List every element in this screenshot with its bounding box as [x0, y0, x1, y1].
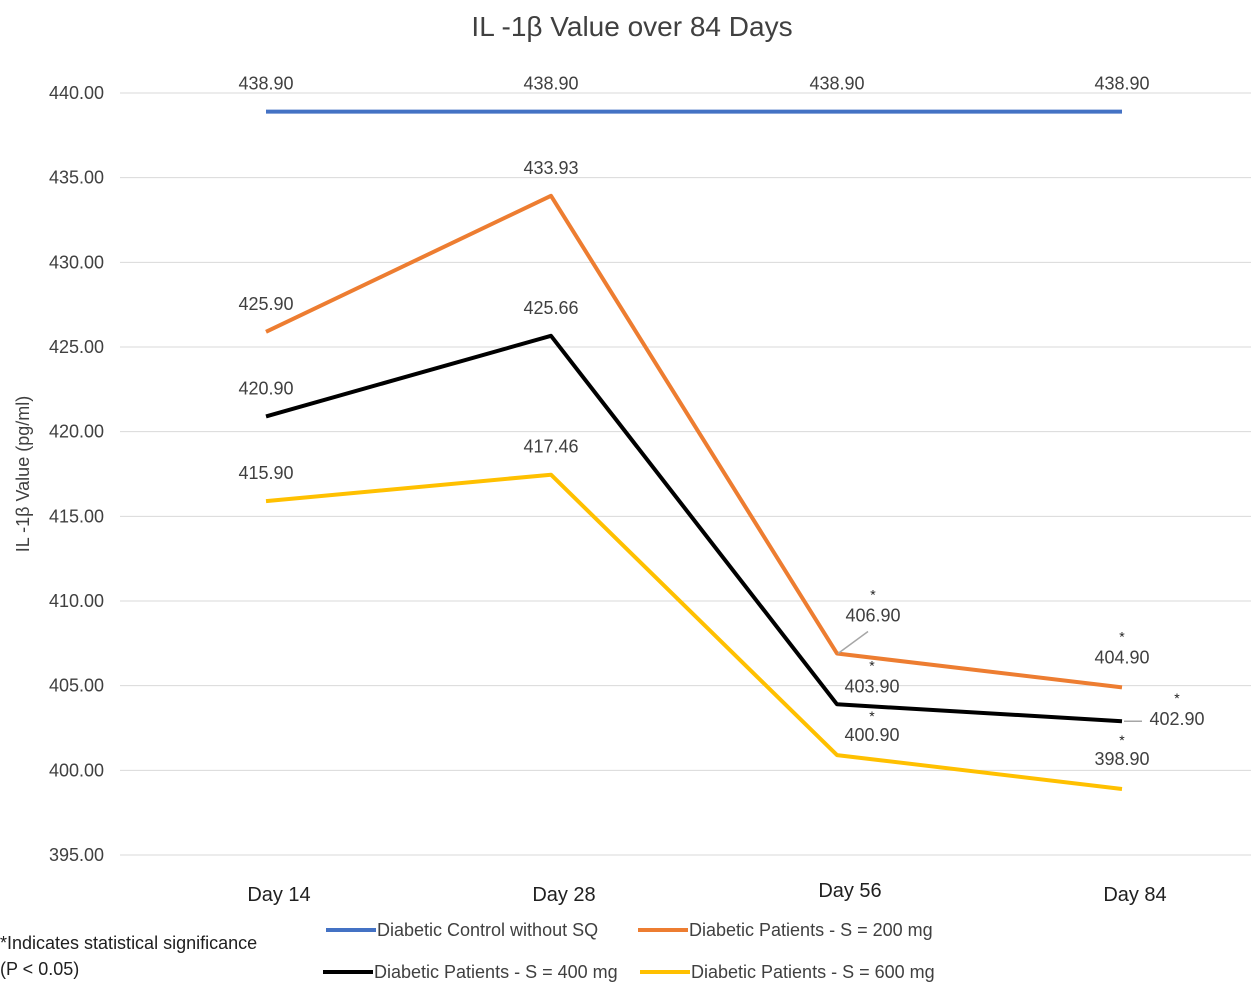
y-tick-label: 415.00: [49, 506, 104, 526]
x-tick-label: Day 28: [532, 884, 595, 906]
y-tick-label: 440.00: [49, 83, 104, 103]
x-tick-label: Day 84: [1103, 884, 1166, 906]
x-tick-label: Day 56: [818, 880, 881, 902]
y-tick-label: 395.00: [49, 845, 104, 865]
y-tick-label: 405.00: [49, 676, 104, 696]
data-label: 400.90: [844, 725, 899, 745]
data-label: 438.90: [809, 74, 864, 94]
data-label: 415.90: [238, 463, 293, 483]
data-label: 433.93: [523, 158, 578, 178]
data-label: 406.90: [845, 605, 900, 625]
data-label: 403.90: [844, 676, 899, 696]
data-label: 417.46: [523, 437, 578, 457]
y-tick-label: 420.00: [49, 422, 104, 442]
y-tick-label: 410.00: [49, 591, 104, 611]
data-label: 402.90: [1149, 709, 1204, 729]
y-tick-label: 400.00: [49, 760, 104, 780]
significance-marker: *: [1119, 732, 1125, 748]
data-label: 404.90: [1094, 647, 1149, 667]
y-tick-label: 435.00: [49, 168, 104, 188]
data-label: 420.90: [238, 378, 293, 398]
y-tick-label: 425.00: [49, 337, 104, 357]
data-labels: 438.90 438.90 438.90 438.90 425.90 433.93 406.…: [238, 74, 1204, 769]
legend-label: Diabetic Patients - S = 600 mg: [691, 962, 935, 982]
significance-marker: *: [869, 708, 875, 724]
significance-marker: *: [869, 657, 875, 673]
gridlines: [120, 92, 1251, 856]
y-tick-label: 430.00: [49, 252, 104, 272]
data-label: 425.90: [238, 294, 293, 314]
legend: Diabetic Control without SQ Diabetic Pati…: [323, 920, 935, 982]
y-axis-label: IL -1β Value (pg/ml): [13, 396, 33, 552]
significance-marker: *: [1174, 690, 1180, 706]
y-tick-labels: 395.00 400.00 405.00 410.00 415.00 420.00 425.…: [49, 83, 104, 865]
footnote-line-1: *Indicates statistical significance: [0, 933, 257, 953]
series-line: [265, 472, 1123, 791]
data-label: 425.66: [523, 298, 578, 318]
footnote-line-2: (P < 0.05): [0, 959, 79, 979]
chart-title: IL -1β Value over 84 Days: [471, 11, 792, 42]
data-label: 398.90: [1094, 749, 1149, 769]
data-label: 438.90: [238, 74, 293, 94]
x-tick-label: Day 14: [247, 884, 310, 906]
legend-label: Diabetic Control without SQ: [377, 920, 598, 940]
data-label: 438.90: [523, 74, 578, 94]
legend-label: Diabetic Patients - S = 400 mg: [374, 962, 618, 982]
x-tick-labels: Day 14 Day 28 Day 56 Day 84: [247, 880, 1166, 906]
series-line: [265, 333, 1123, 724]
data-label: 438.90: [1094, 74, 1149, 94]
significance-marker: *: [870, 586, 876, 602]
leader-line: [837, 630, 869, 655]
significance-marker: *: [1119, 628, 1125, 644]
footnote: *Indicates statistical significance (P <…: [0, 933, 257, 979]
series-lines: [265, 109, 1123, 791]
legend-label: Diabetic Patients - S = 200 mg: [689, 920, 933, 940]
series-line: [265, 193, 1123, 690]
